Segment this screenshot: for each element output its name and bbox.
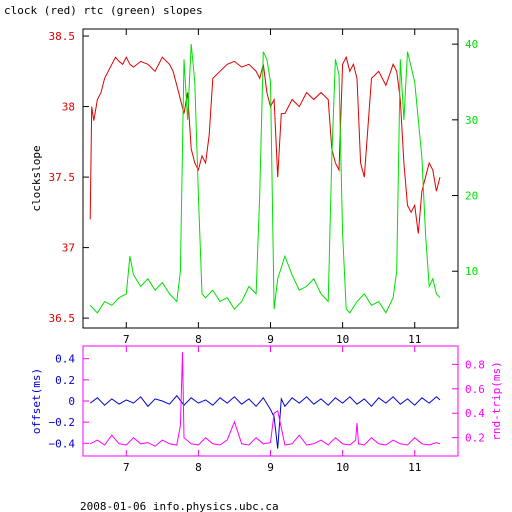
y-tick-label: 37.5 xyxy=(49,171,76,184)
x-tick-label: 10 xyxy=(336,461,349,474)
x-tick-label: 11 xyxy=(408,461,421,474)
series-line-roundtrip xyxy=(89,352,441,447)
y-tick-label: −0.2 xyxy=(49,416,76,429)
x-tick-label: 9 xyxy=(267,333,274,346)
y-tick-label: −0.4 xyxy=(49,437,76,450)
x-tick-label: 9 xyxy=(267,461,274,474)
lower-plot-offset-roundtrip: 7 8 9 10 11 −0.4 −0.2 0 0.2 0.4 0.2 0.4 0.6 0.8 offset… xyxy=(30,345,503,474)
y-axis-label: offset(ms) xyxy=(30,368,43,434)
y-tick-label: 36.5 xyxy=(49,312,76,325)
y2-tick-label: 10 xyxy=(465,265,478,278)
y-axis-label: clockslope xyxy=(30,145,43,211)
y-tick-label: 0 xyxy=(68,395,75,408)
y2-tick-label: 0.2 xyxy=(465,432,485,445)
y2-tick-label: 0.4 xyxy=(465,407,485,420)
x-tick-label: 11 xyxy=(408,333,421,346)
footer-date-host: 2008-01-06 info.physics.ubc.ca xyxy=(80,500,279,512)
y-tick-label: 37 xyxy=(62,242,75,255)
upper-plot-slopes: 7 8 9 10 11 36.5 37 37.5 38 38.5 10 20 30 40 clockslop… xyxy=(30,28,478,346)
x-tick-label: 8 xyxy=(195,333,202,346)
y2-tick-label: 0.8 xyxy=(465,358,485,371)
x-tick-label: 7 xyxy=(123,461,130,474)
series-line-rtc xyxy=(89,44,441,314)
y2-tick-label: 20 xyxy=(465,190,478,203)
y-tick-label: 38 xyxy=(62,101,75,114)
x-tick-label: 7 xyxy=(123,333,130,346)
y-tick-label: 0.4 xyxy=(55,353,75,366)
x-tick-label: 10 xyxy=(336,333,349,346)
y-tick-label: 38.5 xyxy=(49,30,76,43)
x-tick-label: 8 xyxy=(195,461,202,474)
y2-tick-label: 30 xyxy=(465,114,478,127)
plot-frame xyxy=(82,28,459,329)
y2-axis-label: rnd-trip(ms) xyxy=(490,361,503,440)
series-line-clock xyxy=(89,55,441,234)
y-tick-label: 0.2 xyxy=(55,374,75,387)
series-line-offset xyxy=(89,394,441,449)
chart-title: clock (red) rtc (green) slopes xyxy=(4,4,203,17)
y2-tick-label: 0.6 xyxy=(465,383,485,396)
y2-tick-label: 40 xyxy=(465,38,478,51)
